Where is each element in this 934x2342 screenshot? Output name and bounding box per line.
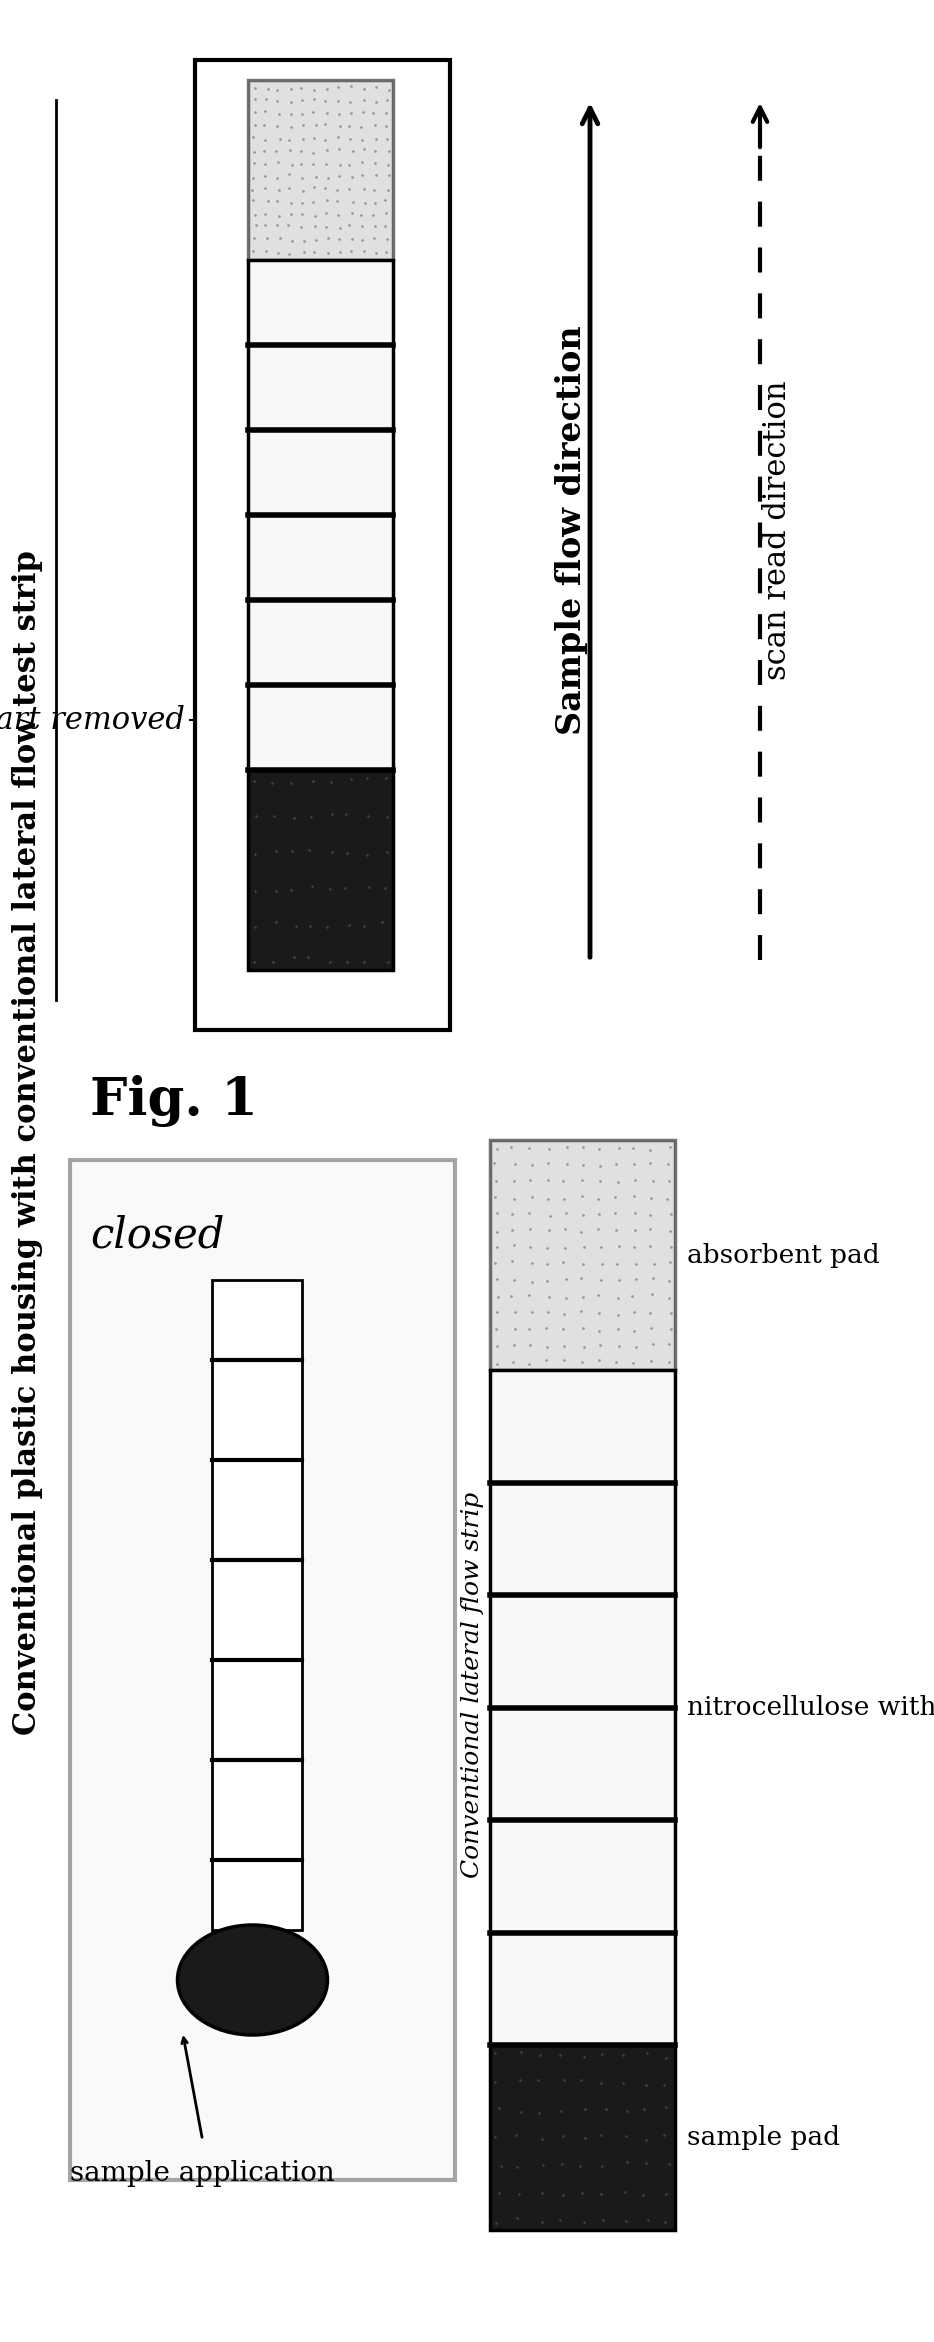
Bar	[248, 260, 393, 344]
Text: nitrocellulose with capture material (lines): nitrocellulose with capture material (li…	[687, 1696, 934, 1719]
Text: sample application: sample application	[70, 2159, 335, 2187]
Bar	[490, 1482, 675, 1595]
Text: closed: closed	[90, 1215, 224, 1258]
Bar	[248, 771, 393, 970]
Text: upper part removed: upper part removed	[0, 705, 185, 735]
Text: Sample flow direction: Sample flow direction	[556, 326, 588, 735]
Bar	[490, 1595, 675, 1707]
Text: Conventional lateral flow strip: Conventional lateral flow strip	[460, 1492, 484, 1878]
Text: scan read direction: scan read direction	[762, 379, 794, 679]
Bar	[248, 431, 393, 515]
Bar	[490, 1932, 675, 2045]
Bar	[490, 1141, 675, 1370]
Bar	[195, 61, 450, 1030]
Bar	[248, 684, 393, 771]
Bar	[490, 1370, 675, 1482]
Text: Conventional plastic housing with conventional lateral flow test strip: Conventional plastic housing with conven…	[12, 550, 44, 1735]
Bar	[212, 1281, 302, 1930]
Bar	[490, 2045, 675, 2230]
Bar	[248, 80, 393, 260]
Bar	[490, 1820, 675, 1932]
Bar	[490, 1370, 675, 2045]
Ellipse shape	[177, 1925, 328, 2035]
Text: absorbent pad: absorbent pad	[687, 1244, 880, 1267]
Text: Fig. 1: Fig. 1	[90, 1075, 258, 1127]
Bar	[70, 1159, 455, 2180]
Bar	[248, 344, 393, 431]
Bar	[490, 1707, 675, 1820]
Bar	[248, 600, 393, 684]
Bar	[248, 515, 393, 600]
Text: sample pad: sample pad	[687, 2124, 840, 2150]
Bar	[248, 260, 393, 771]
